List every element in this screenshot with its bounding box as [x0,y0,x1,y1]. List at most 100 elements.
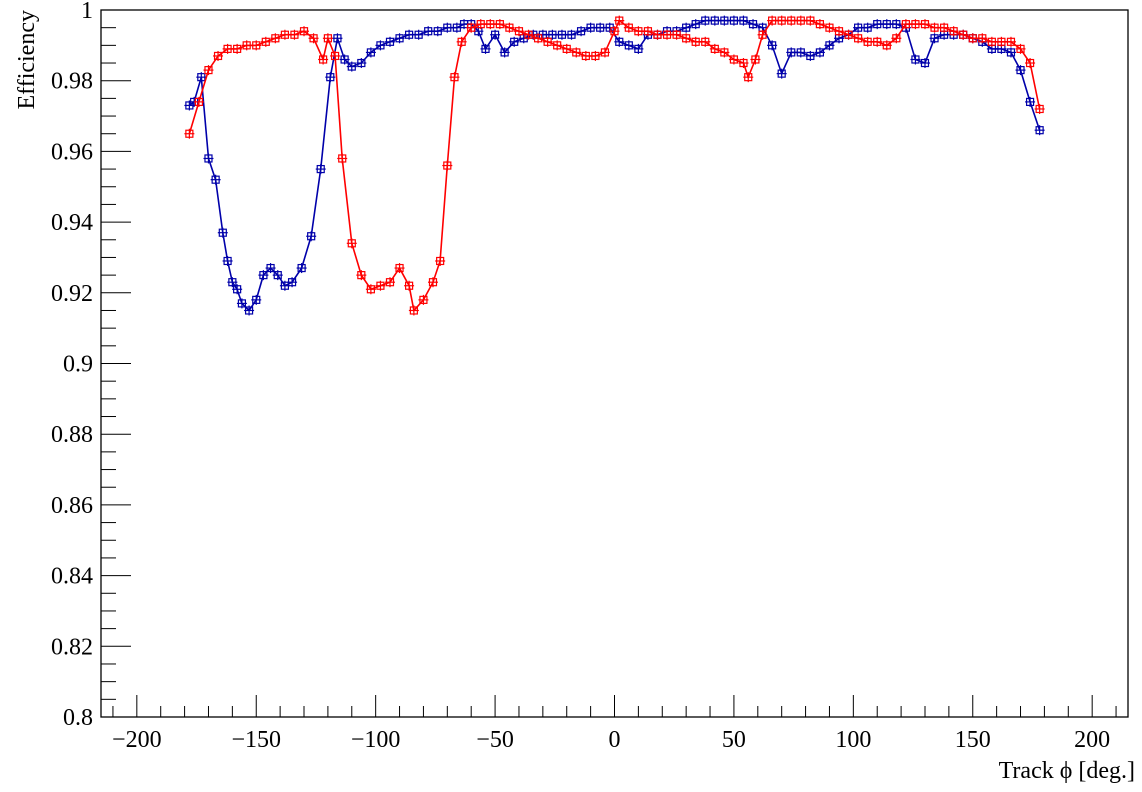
y-tick-label: 1 [81,0,93,24]
data-point [738,58,749,69]
data-point [513,26,524,37]
data-point [210,174,221,185]
data-point [929,22,940,33]
data-point [580,50,591,61]
data-point [509,36,520,47]
data-point [690,36,701,47]
y-tick-label: 0.88 [51,422,93,448]
data-point [767,15,778,26]
data-point [561,43,572,54]
data-point [394,33,405,44]
y-axis: 0.8 0.82 0.84 0.86 0.88 0.9 0.92 0.94 0.96 0.98 1 [51,0,131,731]
data-point [552,40,563,51]
data-point [834,26,845,37]
data-point [967,33,978,44]
data-point [862,22,873,33]
data-point [217,227,228,238]
data-point [203,153,214,164]
data-point [919,58,930,69]
data-point [315,164,326,175]
data-point [308,33,319,44]
data-point [556,29,567,40]
data-point [404,280,415,291]
data-point [251,294,262,305]
data-point [719,15,730,26]
y-tick-label: 0.9 [63,352,93,378]
y-tick-label: 0.94 [51,210,93,236]
data-point [590,50,601,61]
data-point [566,29,577,40]
y-tick-label: 0.82 [51,634,93,660]
x-tick-label: −150 [231,727,281,753]
data-point [599,47,610,58]
data-point [910,54,921,65]
data-point [384,277,395,288]
series-2 [184,15,1045,316]
data-point [332,33,343,44]
y-tick-label: 0.98 [51,69,93,95]
data-point [872,19,883,30]
y-tick-label: 0.84 [51,564,93,590]
data-point [700,15,711,26]
data-point [365,284,376,295]
data-point [542,36,553,47]
data-point [738,15,749,26]
x-tick-label: 50 [722,727,746,753]
data-point [891,19,902,30]
data-point [872,36,883,47]
data-point [260,36,271,47]
y-axis-title: Efficiency [14,10,40,110]
data-point [270,33,281,44]
data-point [499,47,510,58]
data-point [466,22,477,33]
data-point [490,29,501,40]
data-point [881,40,892,51]
data-point [719,47,730,58]
data-point [681,22,692,33]
data-point [709,15,720,26]
data-point [948,26,959,37]
data-point [690,19,701,30]
data-point [576,26,587,37]
data-point [432,26,443,37]
data-point [795,15,806,26]
data-point [571,47,582,58]
data-point [485,19,496,30]
plot-border [100,9,1129,718]
data-point [700,36,711,47]
data-point [910,19,921,30]
data-point [375,40,386,51]
data-point [418,294,429,305]
data-point [1034,103,1045,114]
data-point [814,19,825,30]
data-point [196,72,207,83]
data-point [795,47,806,58]
data-point [279,29,290,40]
data-point [805,50,816,61]
data-series [184,15,1045,316]
data-point [442,160,453,171]
y-tick-label: 0.92 [51,281,93,307]
data-point [1005,47,1016,58]
data-point [757,29,768,40]
data-point [394,263,405,274]
data-point [475,19,486,30]
data-point [339,54,350,65]
data-point [776,68,787,79]
data-point [533,33,544,44]
data-point [318,54,329,65]
data-point [236,298,247,309]
data-point [824,22,835,33]
x-tick-label: −50 [476,727,514,753]
data-point [614,15,625,26]
data-point [272,270,283,281]
data-point [728,54,739,65]
data-point [1034,125,1045,136]
data-point [337,153,348,164]
data-point [222,43,233,54]
data-point [203,65,214,76]
data-point [346,238,357,249]
data-point [241,40,252,51]
data-point [258,270,269,281]
data-point [996,36,1007,47]
